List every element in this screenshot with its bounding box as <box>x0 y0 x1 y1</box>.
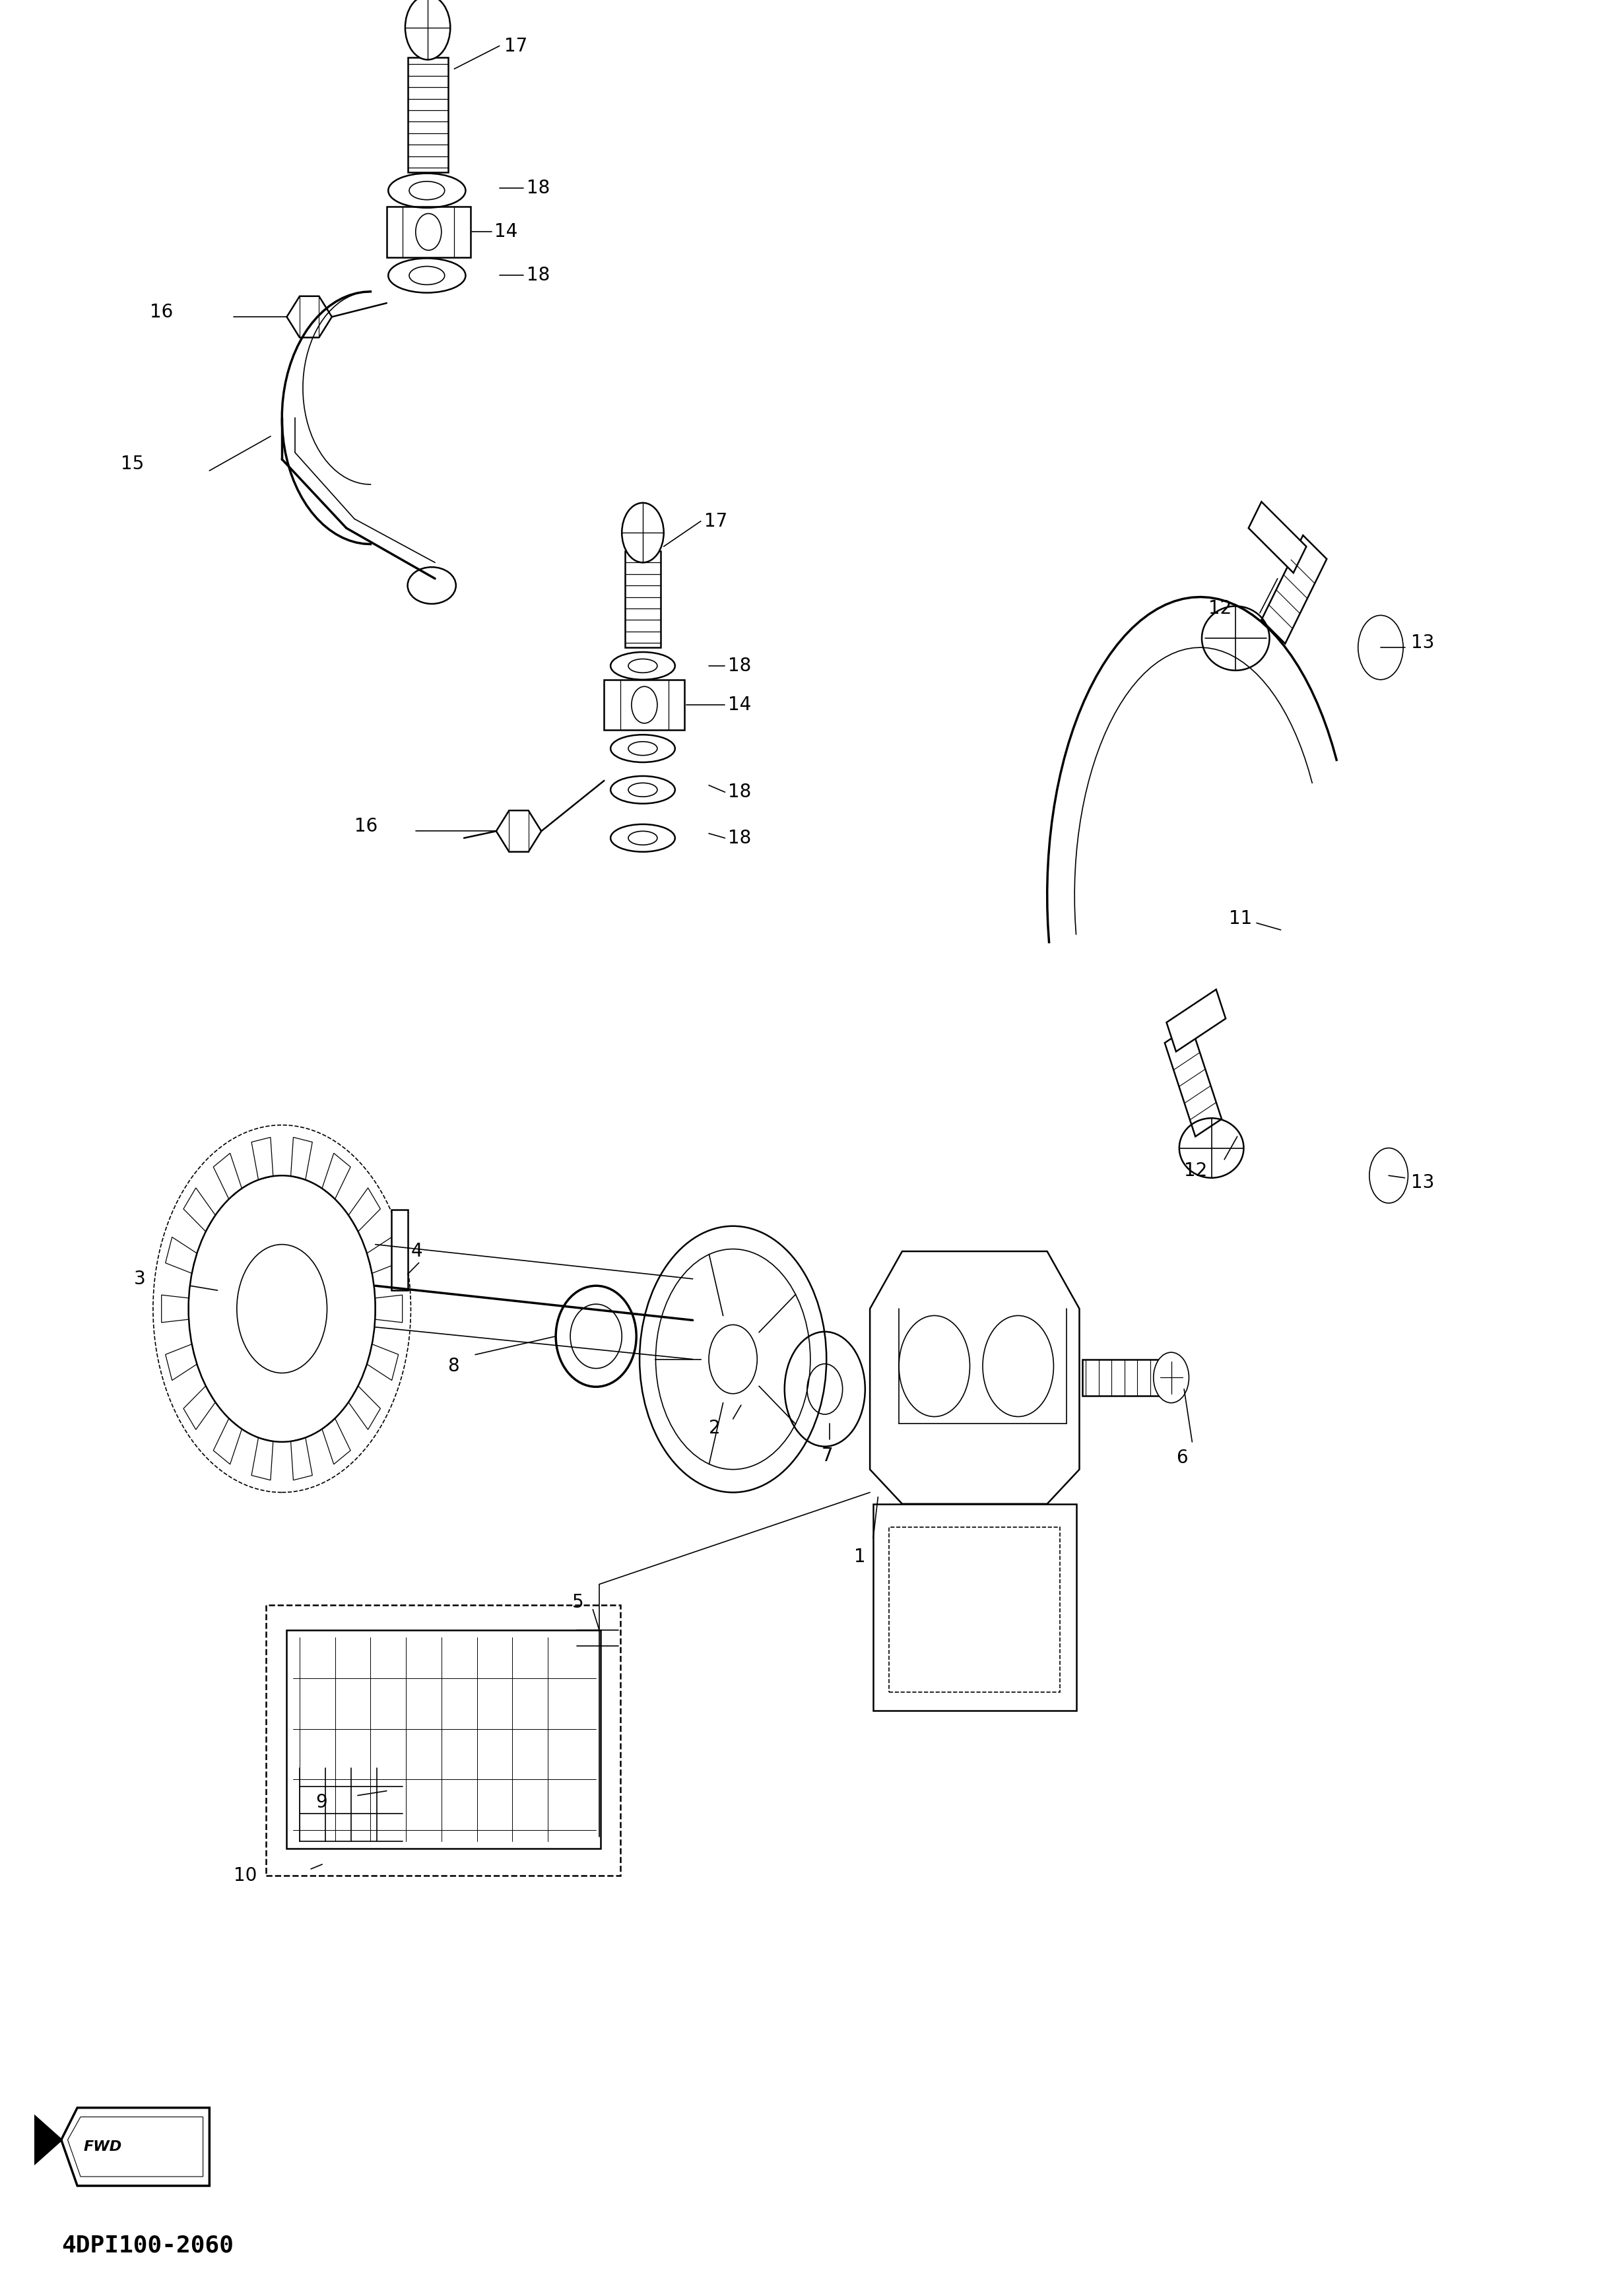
Text: 6: 6 <box>1176 1449 1187 1467</box>
Bar <box>387 207 470 257</box>
Circle shape <box>406 0 451 60</box>
Text: 18: 18 <box>728 829 751 847</box>
Text: FWD: FWD <box>84 2140 122 2154</box>
Polygon shape <box>35 2117 61 2163</box>
Bar <box>287 1630 601 1848</box>
Text: 11: 11 <box>1229 909 1252 928</box>
Text: 15: 15 <box>121 455 143 473</box>
Text: 3: 3 <box>134 1270 145 1288</box>
Text: 12: 12 <box>1184 1162 1207 1180</box>
Text: 18: 18 <box>728 783 751 801</box>
Circle shape <box>622 503 664 563</box>
Text: 13: 13 <box>1411 1173 1434 1192</box>
Bar <box>873 1504 1076 1711</box>
Text: 5: 5 <box>572 1593 583 1612</box>
Text: 4DPI100-2060: 4DPI100-2060 <box>61 2234 234 2257</box>
Bar <box>889 1527 1060 1692</box>
Bar <box>1249 503 1307 574</box>
Text: 14: 14 <box>495 223 517 241</box>
Text: 18: 18 <box>527 179 549 197</box>
Text: 8: 8 <box>448 1357 459 1375</box>
Bar <box>625 551 661 647</box>
Bar <box>1083 1359 1171 1396</box>
Text: 17: 17 <box>704 512 727 530</box>
Text: 4: 4 <box>411 1242 422 1261</box>
Text: 10: 10 <box>234 1867 256 1885</box>
Text: 18: 18 <box>527 266 549 285</box>
Text: 2: 2 <box>709 1419 720 1437</box>
Bar <box>1166 990 1226 1052</box>
Bar <box>408 57 448 172</box>
Text: 18: 18 <box>728 657 751 675</box>
Text: 17: 17 <box>504 37 527 55</box>
Text: 14: 14 <box>728 696 751 714</box>
Text: 13: 13 <box>1411 634 1434 652</box>
Circle shape <box>1153 1352 1189 1403</box>
Text: 9: 9 <box>316 1793 327 1812</box>
Text: 16: 16 <box>150 303 172 321</box>
Text: 16: 16 <box>354 817 377 836</box>
Text: 12: 12 <box>1208 599 1231 618</box>
Bar <box>604 680 685 730</box>
Bar <box>391 1210 408 1290</box>
Text: 1: 1 <box>854 1548 865 1566</box>
Bar <box>1165 1026 1221 1137</box>
Bar <box>1261 535 1327 643</box>
Bar <box>266 1605 620 1876</box>
Text: 7: 7 <box>822 1446 833 1465</box>
